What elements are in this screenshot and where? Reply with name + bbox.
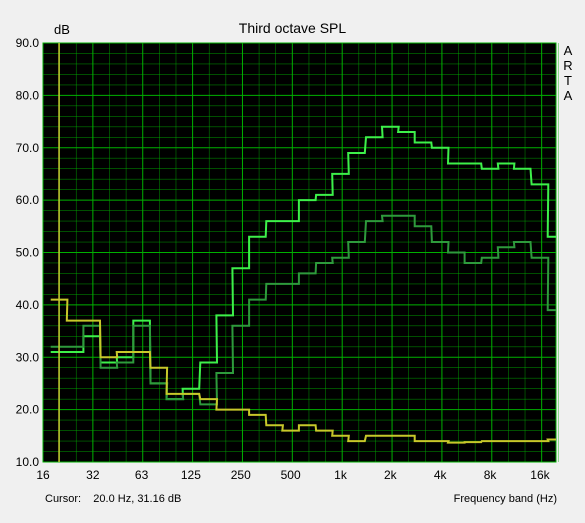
x-tick-label: 1k (334, 468, 348, 482)
y-tick-label: 20.0 (16, 403, 40, 417)
x-axis-label: Frequency band (Hz) (453, 493, 557, 505)
x-tick-label: 250 (231, 468, 251, 482)
cursor-label: Cursor: (45, 493, 82, 505)
y-tick-label: 70.0 (16, 141, 40, 155)
y-tick-label: 40.0 (16, 298, 40, 312)
x-tick-label: 16k (530, 468, 550, 482)
brand-letter: R (563, 58, 573, 73)
chart-title: Third octave SPL (238, 20, 347, 36)
x-tick-label: 2k (384, 468, 398, 482)
x-tick-label: 500 (281, 468, 301, 482)
x-tick-label: 8k (484, 468, 498, 482)
y-tick-label: 50.0 (16, 246, 40, 260)
brand-letter: A (563, 43, 573, 58)
x-tick-label: 4k (434, 468, 448, 482)
cursor-readout: Cursor: 20.0 Hz, 31.16 dB (45, 493, 181, 505)
y-tick-label: 90.0 (16, 36, 40, 50)
y-axis-unit: dB (54, 22, 70, 37)
series-group (50, 125, 556, 444)
arta-brand: A R T A (561, 43, 575, 103)
x-tick-label: 63 (135, 468, 149, 482)
cursor-value: 20.0 Hz, 31.16 dB (93, 493, 182, 505)
x-tick-labels: 16 32 63 125 250 500 1k 2k 4k 8k 16k (36, 468, 550, 482)
series-line (50, 214, 556, 406)
y-tick-label: 10.0 (16, 455, 40, 469)
y-tick-label: 80.0 (16, 88, 40, 102)
x-tick-label: 32 (86, 468, 100, 482)
x-tick-label: 16 (36, 468, 50, 482)
y-tick-label: 30.0 (16, 350, 40, 364)
series-line (50, 125, 556, 401)
y-tick-labels: 90.0 80.0 70.0 60.0 50.0 40.0 30.0 20.0 10.0 (16, 36, 40, 469)
x-tick-label: 125 (181, 468, 201, 482)
brand-letter: T (564, 73, 572, 88)
brand-letter: A (563, 88, 573, 103)
grid-lines (42, 42, 559, 463)
y-tick-label: 60.0 (16, 193, 40, 207)
series-line (50, 298, 556, 444)
